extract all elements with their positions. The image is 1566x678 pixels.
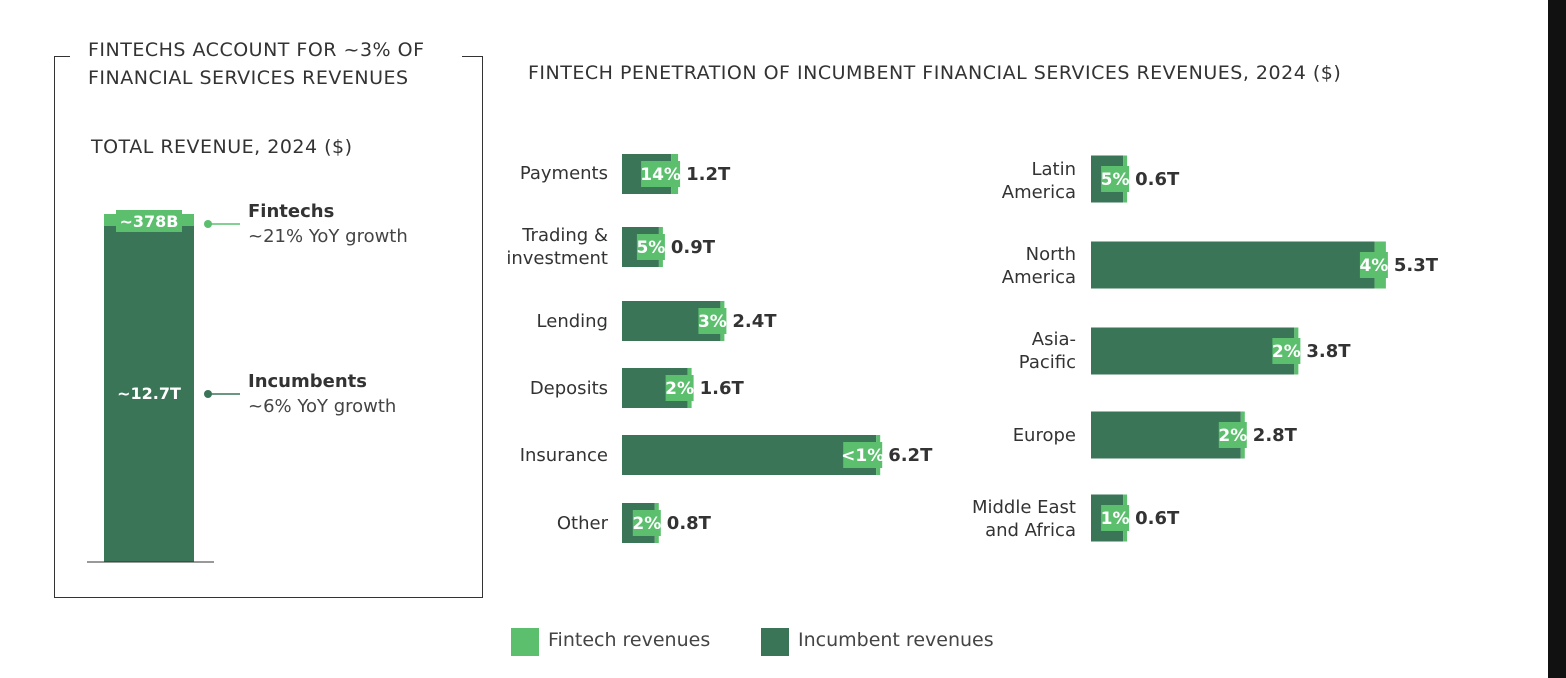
category-label-payments: Payments — [519, 163, 608, 184]
region-incumbent-bar-europe — [1091, 411, 1241, 459]
region-penetration-box-middle-east-and-africa — [1101, 505, 1130, 531]
product-penetration-box-trading-investment — [636, 234, 665, 260]
region-penetration-box-north-america — [1359, 252, 1388, 278]
panel-top-left-border — [54, 56, 70, 57]
left-panel-frame — [54, 56, 483, 598]
legend-swatch-incumbent — [761, 628, 789, 656]
region-value-label-latin-america: 0.6T — [1135, 169, 1180, 190]
product-value-label-lending: 2.4T — [732, 311, 777, 332]
product-penetration-box-payments — [641, 161, 681, 187]
penetration-chart-title: FINTECH PENETRATION OF INCUMBENT FINANCI… — [528, 62, 1342, 84]
product-penetration-label-insurance: <1% — [841, 446, 884, 466]
product-penetration-label-lending: 3% — [698, 312, 727, 332]
fintechs-growth: ~21% YoY growth — [248, 226, 408, 247]
left-panel-title: FINTECHS ACCOUNT FOR ~3% OF FINANCIAL SE… — [88, 39, 425, 89]
product-penetration-label-other: 2% — [632, 514, 661, 534]
region-penetration-box-europe — [1218, 422, 1247, 448]
category-label-asia-pacific: Asia- Pacific — [1018, 329, 1076, 373]
region-penetration-box-latin-america — [1101, 166, 1130, 192]
region-value-label-north-america: 5.3T — [1394, 255, 1439, 276]
region-incumbent-bar-north-america — [1091, 241, 1375, 289]
category-label-insurance: Insurance — [519, 445, 608, 466]
region-penetration-label-latin-america: 5% — [1101, 170, 1130, 190]
product-penetration-box-other — [632, 510, 661, 536]
region-penetration-box-asia-pacific — [1272, 338, 1301, 364]
product-incumbent-bar-insurance — [622, 435, 877, 475]
region-penetration-label-north-america: 4% — [1359, 256, 1388, 276]
category-label-latin-america: Latin America — [1001, 159, 1076, 203]
category-label-europe: Europe — [1012, 425, 1076, 446]
region-value-label-middle-east-and-africa: 0.6T — [1135, 508, 1180, 529]
region-incumbent-bar-asia-pacific — [1091, 327, 1295, 375]
product-value-label-other: 0.8T — [667, 513, 712, 534]
legend-label-fintech: Fintech revenues — [548, 629, 711, 651]
product-value-label-trading-investment: 0.9T — [671, 237, 716, 258]
region-value-label-europe: 2.8T — [1253, 425, 1298, 446]
category-label-lending: Lending — [536, 311, 608, 332]
category-label-trading: Trading & investment — [506, 225, 608, 269]
product-penetration-box-deposits — [665, 375, 694, 401]
category-label-other: Other — [556, 513, 608, 534]
region-value-label-asia-pacific: 3.8T — [1306, 341, 1351, 362]
legend-label-incumbent: Incumbent revenues — [798, 629, 994, 651]
product-value-label-deposits: 1.6T — [700, 378, 745, 399]
region-penetration-label-middle-east-and-africa: 1% — [1101, 509, 1130, 529]
category-label-middle-east-africa: Middle East and Africa — [971, 497, 1076, 541]
fintechs-total-label-box — [116, 210, 182, 233]
incumbents-label: Incumbents — [248, 371, 367, 392]
product-penetration-box-lending — [698, 308, 727, 334]
category-label-north-america: North America — [1001, 244, 1076, 288]
incumbents-total-value-label: ~12.7T — [117, 384, 181, 403]
category-label-deposits: Deposits — [529, 378, 608, 399]
right-edge-bar — [1548, 0, 1566, 678]
region-penetration-label-europe: 2% — [1218, 426, 1247, 446]
product-penetration-label-trading-investment: 5% — [636, 238, 665, 258]
product-penetration-box-insurance — [843, 442, 883, 468]
fintechs-label: Fintechs — [248, 201, 335, 222]
incumbents-total-bar — [104, 226, 194, 562]
total-revenue-subtitle: TOTAL REVENUE, 2024 ($) — [91, 136, 353, 158]
panel-top-right-border — [462, 56, 482, 57]
fintechs-total-value-label: ~378B — [120, 212, 179, 231]
region-penetration-label-asia-pacific: 2% — [1272, 342, 1301, 362]
legend-swatch-fintech — [511, 628, 539, 656]
product-penetration-label-payments: 14% — [640, 165, 681, 185]
product-penetration-label-deposits: 2% — [665, 379, 694, 399]
product-value-label-insurance: 6.2T — [888, 445, 933, 466]
incumbents-growth: ~6% YoY growth — [248, 396, 397, 417]
product-value-label-payments: 1.2T — [686, 164, 731, 185]
